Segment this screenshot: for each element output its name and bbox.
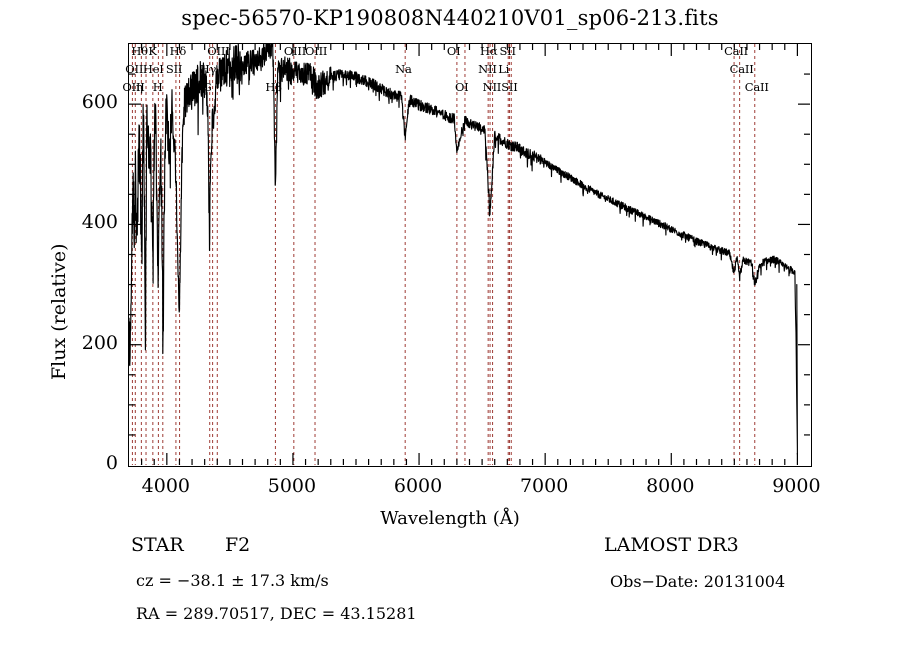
line-label-H: Hβ — [265, 80, 282, 94]
x-tick-label: 6000 — [393, 475, 443, 497]
footer-survey: LAMOST DR3 — [604, 534, 739, 556]
line-label-Na: Na — [395, 62, 412, 76]
y-tick-label: 200 — [81, 331, 118, 354]
line-label-H: Hα — [480, 44, 498, 58]
line-label-CaII: CaII — [729, 62, 754, 76]
footer-object-type: STAR — [131, 534, 184, 556]
x-tick-label: 5000 — [267, 475, 317, 497]
line-label-SII: SII — [165, 62, 183, 76]
y-axis-title: Flux (relative) — [48, 243, 70, 381]
line-label-: η — [136, 80, 143, 94]
line-label-H: H — [152, 80, 163, 94]
line-label-H: Hθ — [131, 44, 148, 58]
line-label-HeI: HeI — [142, 62, 164, 76]
line-label-SII: SII — [499, 44, 516, 58]
line-label-H: Hγ — [199, 62, 217, 76]
page-title: spec-56570-KP190808N440210V01_sp06-213.f… — [181, 6, 719, 30]
plot-area — [128, 43, 812, 467]
x-axis-title: Wavelength (Å) — [380, 508, 520, 529]
line-label-NII: NII — [482, 80, 502, 94]
footer-spectral-class: F2 — [225, 534, 251, 556]
y-tick-label: 400 — [81, 211, 118, 234]
line-label-OIII: OIII — [305, 44, 328, 58]
line-label-OI: OI — [454, 80, 469, 94]
footer-cz: cz = −38.1 ± 17.3 km/s — [136, 571, 329, 590]
line-label-OIII: OIII — [122, 80, 145, 94]
footer-obs-date: Obs−Date: 20131004 — [610, 572, 786, 591]
line-label-OII: OII — [125, 62, 144, 76]
y-tick-label: 0 — [105, 452, 118, 474]
line-label-OIII: OIII — [207, 44, 230, 58]
line-label-CaII: CaII — [744, 80, 769, 94]
y-tick-label: 600 — [81, 91, 118, 114]
x-tick-label: 4000 — [141, 475, 190, 497]
line-label-NII: NII — [478, 62, 497, 76]
x-tick-label: 8000 — [646, 475, 695, 497]
line-label-K: K — [148, 44, 157, 58]
x-tick-label: 9000 — [772, 475, 821, 497]
line-label-OIII: OIII — [283, 44, 307, 58]
x-tick-label: 7000 — [519, 475, 569, 497]
spectrum-svg — [129, 44, 810, 465]
footer-coords: RA = 289.70517, DEC = 43.15281 — [136, 604, 417, 623]
line-label-Li: Li — [498, 62, 510, 76]
line-label-OI: OI — [446, 44, 461, 58]
line-label-H: Hδ — [169, 44, 187, 58]
line-label-SII: SII — [501, 80, 518, 94]
line-label-G: G — [202, 80, 212, 94]
line-label-CaII: CaII — [724, 44, 749, 58]
